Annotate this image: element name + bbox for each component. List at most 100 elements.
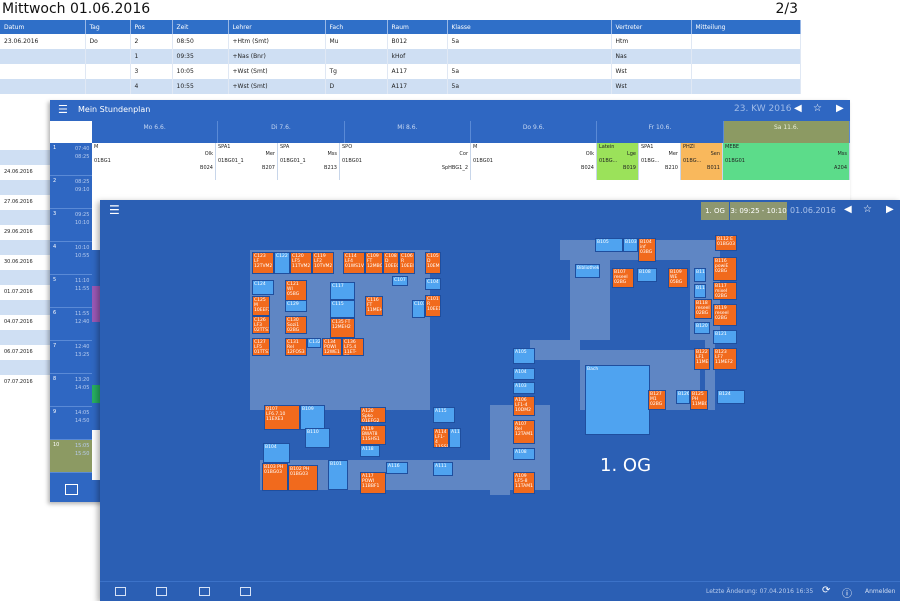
room-b117[interactable]: B117 mixel 02BG xyxy=(713,282,737,300)
room-a104[interactable]: A104 xyxy=(513,368,535,380)
room-c136[interactable]: C136 LF5.4 11ET-E1 xyxy=(342,338,364,356)
room-c131[interactable]: C131 Rel 12FOS3 xyxy=(285,338,307,356)
room-a108[interactable]: A108 xyxy=(513,448,535,460)
room-c130[interactable]: C130 Sozi1 02BG xyxy=(285,316,307,334)
room-c115[interactable]: C115 xyxy=(330,300,355,318)
lesson-cell[interactable]: SPA1 Mer 01BG... B210 xyxy=(639,143,681,180)
room-a120[interactable]: A120 Spko 01EFG2 xyxy=(360,407,386,423)
room-c127[interactable]: C127 LF5 01TTS1 xyxy=(252,338,270,356)
prev-day-icon[interactable]: ◀ xyxy=(844,204,852,215)
room-b107[interactable]: B107 LF6.7.10 11EXE3 xyxy=(264,405,300,430)
info-icon[interactable]: ⓘ xyxy=(842,589,852,600)
room-c121[interactable]: C121 WI 05BG xyxy=(285,280,307,302)
room-b109b[interactable]: B109 WE 05BG xyxy=(668,268,688,288)
room-c101[interactable]: C101 R 10EE11 xyxy=(425,295,441,317)
room-a114[interactable]: A114 LF1-4 11SSF1 xyxy=(433,428,449,448)
room-a119[interactable]: A119 BWAT8 11SHS1 xyxy=(360,425,386,445)
room-b121[interactable]: B121 xyxy=(713,330,737,344)
lesson-cell[interactable]: SPA1 Mer 01BG01_1 B207 xyxy=(216,143,278,180)
day-header[interactable]: Mo 6.6. xyxy=(92,121,219,143)
favorite-star-icon[interactable]: ☆ xyxy=(863,204,872,215)
day-header[interactable]: Sa 11.6. xyxy=(723,121,850,143)
floor-selector[interactable]: 1. OG xyxy=(701,202,729,220)
room-c105[interactable]: C105 D 10EM1 xyxy=(425,252,441,274)
room-b102[interactable]: B102 PH 01BG03 xyxy=(288,465,318,491)
room-b122[interactable]: B122 LF1 11MEI1 xyxy=(694,348,710,370)
room-c116[interactable]: C116 FT 11MEH2 xyxy=(365,296,383,316)
lesson-cell[interactable]: SPA Mss 01BG01_1 B213 xyxy=(278,143,340,180)
lesson-cell[interactable]: M Olk 01BG1 B024 xyxy=(92,143,216,180)
substitution-view-icon[interactable] xyxy=(199,587,210,596)
room-a105[interactable]: A105 xyxy=(513,348,535,364)
room-a107[interactable]: A107 Rel 12TAM1 xyxy=(513,420,535,444)
map-view-icon[interactable] xyxy=(240,587,251,596)
room-b119[interactable]: B119 reseel 02BG xyxy=(713,304,737,326)
room-b104b[interactable]: B104 inf 03BG xyxy=(638,238,656,262)
room-b114[interactable]: B114 xyxy=(694,268,706,282)
room-b104[interactable]: B104 xyxy=(263,443,290,463)
lesson-cell[interactable]: PHZI Sen 01BG... B011 xyxy=(681,143,723,180)
room-c119[interactable]: C119 LF2 10TVM2 xyxy=(312,252,334,274)
next-day-icon[interactable]: ▶ xyxy=(886,204,894,215)
favorite-star-icon[interactable]: ☆ xyxy=(813,103,822,114)
room-a112[interactable]: A112 xyxy=(449,428,461,448)
room-a111[interactable]: A111 xyxy=(433,462,453,476)
room-b107b[interactable]: B107 reseel 02BG xyxy=(612,268,634,288)
room-c120[interactable]: C120 LF5 11TVM2 xyxy=(290,252,312,274)
timetable-view-icon[interactable] xyxy=(156,587,167,596)
room-b124[interactable]: B124 xyxy=(717,390,745,404)
list-view-icon[interactable] xyxy=(115,587,126,596)
room-a106[interactable]: A106 LF1-4 10DM2 xyxy=(513,396,535,416)
room-c104[interactable]: C104 xyxy=(425,278,441,290)
room-b101[interactable]: B101 xyxy=(328,460,348,490)
room-b103b[interactable]: B103 xyxy=(623,238,638,252)
room-c132[interactable]: C132 xyxy=(307,338,321,348)
refresh-icon[interactable]: ⟳ xyxy=(822,585,831,596)
room-b116[interactable]: B116 powiE 02BG xyxy=(713,257,737,281)
room-b127[interactable]: B127 M1 02BG xyxy=(648,390,666,410)
room-b126[interactable]: B126 xyxy=(676,390,690,404)
room-b113[interactable]: B113 xyxy=(694,284,706,298)
room-c129[interactable]: C129 xyxy=(285,300,307,312)
room-bach[interactable]: Bach xyxy=(585,365,650,435)
day-header[interactable]: Fr 10.6. xyxy=(597,121,724,143)
lesson-cell[interactable]: M Olk 01BG01 B024 xyxy=(471,143,597,180)
room-a117[interactable]: A117 POWI 11BBF1 xyxy=(360,472,386,494)
room-b103[interactable]: B103 PH 01BG03 xyxy=(262,463,288,491)
room-c134[interactable]: C134 POWI 12WE1 xyxy=(322,338,342,356)
room-c108[interactable]: C108 D 10EEG xyxy=(383,252,399,274)
room-b123[interactable]: B123 LF7 11MEF2 xyxy=(713,348,737,370)
room-b105[interactable]: B105 xyxy=(595,238,623,252)
day-header[interactable]: Di 7.6. xyxy=(218,121,345,143)
room-bib[interactable]: Bibliothek xyxy=(575,264,600,278)
room-c114[interactable]: C114 LF4 01WS1V xyxy=(343,252,365,274)
room-c124[interactable]: C124 xyxy=(252,280,274,295)
room-c103[interactable]: C103 xyxy=(412,300,425,318)
room-b125[interactable]: B125 PH 11MBI1 xyxy=(690,390,708,410)
room-b108[interactable]: B108 xyxy=(637,268,657,282)
room-b120[interactable]: B120 xyxy=(694,322,710,334)
next-week-icon[interactable]: ▶ xyxy=(836,103,844,114)
room-a115[interactable]: A115 xyxy=(433,407,455,423)
room-c106[interactable]: C106 R 10EEI2 xyxy=(399,252,415,274)
room-c135[interactable]: C135 FT 12MEH2 xyxy=(330,318,355,338)
day-header[interactable]: Mi 8.6. xyxy=(344,121,471,143)
room-c107[interactable]: C107 xyxy=(392,276,408,286)
menu-icon[interactable]: ☰ xyxy=(109,203,120,217)
room-c126[interactable]: C126 LF3 02TTS1 xyxy=(252,316,270,334)
login-link[interactable]: Anmelden xyxy=(865,588,896,595)
lesson-cell[interactable]: MEBE Mss 01BG01 A204 xyxy=(723,143,850,180)
menu-icon[interactable]: ☰ xyxy=(58,103,68,116)
day-header[interactable]: Do 9.6. xyxy=(470,121,598,143)
room-c122[interactable]: C122 xyxy=(274,252,290,274)
room-b109[interactable]: B109 xyxy=(300,405,325,430)
room-a116[interactable]: A116 xyxy=(386,462,408,474)
room-b110[interactable]: B110 xyxy=(305,428,330,448)
room-c125[interactable]: C125 M 10EEF2 xyxy=(252,296,270,316)
room-b112[interactable]: B112 E 01BG03 xyxy=(715,235,737,251)
room-c109[interactable]: C109 FT 12MBO2 xyxy=(365,252,383,274)
room-a118[interactable]: A118 xyxy=(360,445,380,457)
room-c117[interactable]: C117 xyxy=(330,282,355,300)
lesson-cell[interactable]: SPO Cor 01BG01 SpHBG1_2 xyxy=(340,143,471,180)
period-selector[interactable]: 3: 09:25 - 10:10 xyxy=(730,202,787,220)
